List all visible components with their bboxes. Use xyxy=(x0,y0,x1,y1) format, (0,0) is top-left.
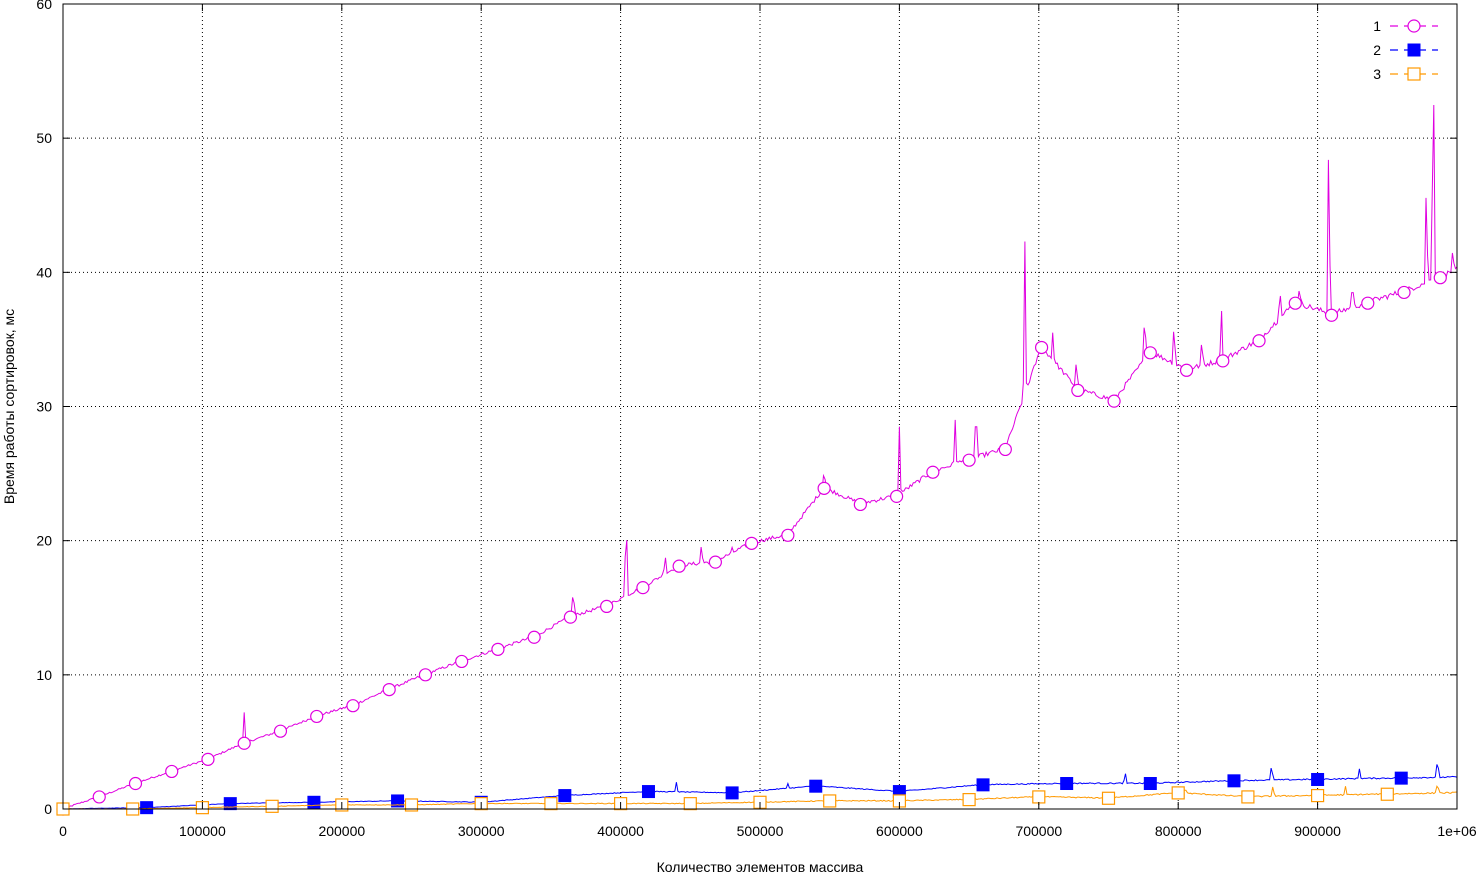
x-tick-label: 700000 xyxy=(1015,823,1062,839)
series-1-point xyxy=(962,453,976,467)
ticks: 0 100000 200000 300000 400000 500000 600000 700… xyxy=(36,0,1476,839)
x-tick-label: 600000 xyxy=(876,823,923,839)
series-1-point xyxy=(600,599,614,614)
series-3-point xyxy=(1380,787,1394,801)
series-1-point xyxy=(201,752,215,766)
series-2-point xyxy=(223,797,237,811)
y-tick-label: 10 xyxy=(36,667,52,683)
series-3-point xyxy=(1241,790,1255,804)
series-1-point xyxy=(817,481,831,495)
y-tick-label: 50 xyxy=(36,130,52,146)
series-3-point xyxy=(1032,790,1046,804)
y-tick-label: 30 xyxy=(36,399,52,415)
x-tick-label: 100000 xyxy=(179,823,226,839)
series-1-point xyxy=(1397,285,1411,300)
y-tick-label: 60 xyxy=(36,0,52,12)
series-1-point xyxy=(455,654,469,669)
series-1-point xyxy=(310,709,324,724)
series-2-point xyxy=(641,785,655,799)
series-1-point xyxy=(237,736,251,750)
series-1-point xyxy=(745,536,759,550)
x-tick-label: 0 xyxy=(59,823,67,839)
legend: 1 2 3 xyxy=(1373,18,1438,82)
series-1-point xyxy=(128,776,143,791)
series-2-point xyxy=(1311,772,1325,786)
series-1-point xyxy=(1361,296,1375,310)
y-tick-label: 20 xyxy=(36,533,52,549)
legend-label-2: 2 xyxy=(1373,42,1381,58)
legend-marker-1 xyxy=(1407,19,1421,33)
series-1-point xyxy=(636,581,650,595)
legend-marker-2 xyxy=(1407,43,1421,57)
legend-label-3: 3 xyxy=(1373,66,1381,82)
series-2-line xyxy=(62,764,1458,810)
series-2-point xyxy=(558,789,572,803)
series-1-point xyxy=(1216,354,1230,368)
series-2-point xyxy=(1394,771,1408,785)
series-3-point xyxy=(1171,786,1185,800)
series-1-point xyxy=(92,790,106,804)
legend-marker-3 xyxy=(1407,67,1421,81)
y-axis-label: Время работы сортировок, мс xyxy=(1,309,17,504)
series-2-point xyxy=(725,786,739,800)
series-2-point xyxy=(140,801,154,815)
series-2-point xyxy=(391,794,405,808)
series-1-point xyxy=(1143,346,1157,360)
x-tick-label: 500000 xyxy=(737,823,784,839)
series-1-point xyxy=(382,682,396,697)
x-axis-label: Количество элементов массива xyxy=(657,859,864,874)
series-1-point xyxy=(346,699,360,713)
series-3-point xyxy=(823,794,837,808)
series-1-point xyxy=(1433,271,1447,285)
series-1-point xyxy=(418,668,433,682)
series-2-point xyxy=(976,778,990,792)
series-1-point xyxy=(165,764,179,779)
legend-label-1: 1 xyxy=(1373,18,1381,34)
series-3-point xyxy=(265,799,279,813)
series-1-point xyxy=(926,465,940,479)
series-1-point xyxy=(672,559,686,573)
series-1-point xyxy=(781,528,795,542)
y-tick-label: 0 xyxy=(44,801,52,817)
x-tick-label: 800000 xyxy=(1155,823,1202,839)
series-1-point xyxy=(1288,296,1302,310)
series-3-point xyxy=(544,797,558,811)
y-tick-label: 40 xyxy=(36,264,52,280)
series-2-point xyxy=(809,779,823,793)
series-1-point xyxy=(1252,334,1266,348)
series-3-point xyxy=(404,798,419,812)
series-1-point xyxy=(708,555,722,569)
series-1-point xyxy=(1034,340,1049,355)
series-2-point xyxy=(307,795,321,809)
series-3-point xyxy=(962,793,976,807)
series-3-point xyxy=(1101,791,1116,805)
series-1-point xyxy=(1179,363,1194,377)
series-3-point xyxy=(1310,788,1325,803)
series-2-point xyxy=(1227,774,1241,788)
series-1-point xyxy=(273,724,288,738)
series-1-point xyxy=(890,489,904,503)
x-tick-label: 400000 xyxy=(597,823,644,839)
x-tick-label: 1e+06 xyxy=(1437,823,1477,839)
series-layer xyxy=(56,104,1458,816)
series-1-point xyxy=(563,610,578,624)
series-1 xyxy=(56,104,1458,816)
series-1-point xyxy=(1107,394,1121,408)
series-3 xyxy=(56,785,1458,816)
series-3-point xyxy=(683,797,697,811)
series-1-point xyxy=(1071,383,1085,397)
x-tick-label: 300000 xyxy=(458,823,505,839)
series-1-point xyxy=(491,642,505,656)
x-tick-label: 200000 xyxy=(318,823,365,839)
x-tick-label: 900000 xyxy=(1294,823,1341,839)
series-2-point xyxy=(1060,777,1074,791)
series-1-point xyxy=(527,630,541,644)
series-1-point xyxy=(1324,308,1339,322)
grid xyxy=(63,4,1457,809)
series-1-point xyxy=(853,497,867,512)
series-1-point xyxy=(998,442,1012,457)
series-2-point xyxy=(1143,777,1157,791)
